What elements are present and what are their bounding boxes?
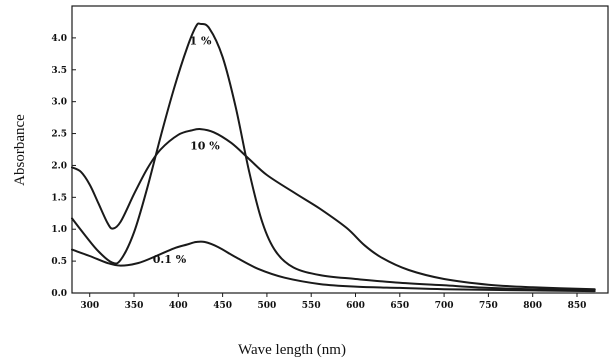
y-axis: 0.0 0.5 1.0 1.5 2.0 2.5 3.0 3.5 4.0: [51, 34, 76, 299]
x-tick-label: 300: [80, 301, 99, 311]
series-curves: [71, 22, 596, 293]
x-tick-label: 800: [523, 301, 542, 311]
x-tick-label: 650: [390, 301, 409, 311]
y-tick-label: 3.0: [51, 98, 67, 108]
y-tick-label: 0.0: [51, 289, 67, 299]
x-tick-label: 500: [258, 301, 277, 311]
x-tick-label: 700: [435, 301, 454, 311]
y-tick-label: 3.5: [51, 66, 67, 76]
y-tick-label: 1.0: [51, 225, 67, 235]
series-label-0-1pct: 0.1 %: [153, 253, 187, 266]
x-axis-title: Wave length (nm): [238, 342, 346, 358]
x-tick-label: 600: [346, 301, 365, 311]
y-axis-title: Absorbance: [12, 114, 28, 186]
series-line-1pct: [71, 22, 596, 291]
y-tick-label: 1.5: [51, 193, 67, 203]
plot-frame: [71, 5, 609, 294]
y-tick-label: 4.0: [51, 34, 67, 44]
x-tick-label: 350: [125, 301, 144, 311]
y-tick-label: 2.5: [51, 130, 67, 140]
y-tick-label: 2.0: [51, 161, 67, 171]
x-axis: 300 350 400 450 500 550 600 650 700 750 800 850: [80, 293, 586, 311]
series-labels: 1 % 10 % 0.1 %: [153, 34, 220, 266]
series-line-0-1pct: [71, 240, 596, 293]
series-label-10pct: 10 %: [190, 140, 220, 153]
x-tick-label: 450: [213, 301, 232, 311]
x-tick-label: 550: [302, 301, 321, 311]
series-label-1pct: 1 %: [189, 34, 211, 47]
x-tick-label: 400: [169, 301, 188, 311]
series-line-10pct: [71, 128, 596, 291]
x-tick-label: 850: [568, 301, 587, 311]
y-tick-label: 0.5: [51, 257, 67, 267]
x-tick-label: 750: [479, 301, 498, 311]
